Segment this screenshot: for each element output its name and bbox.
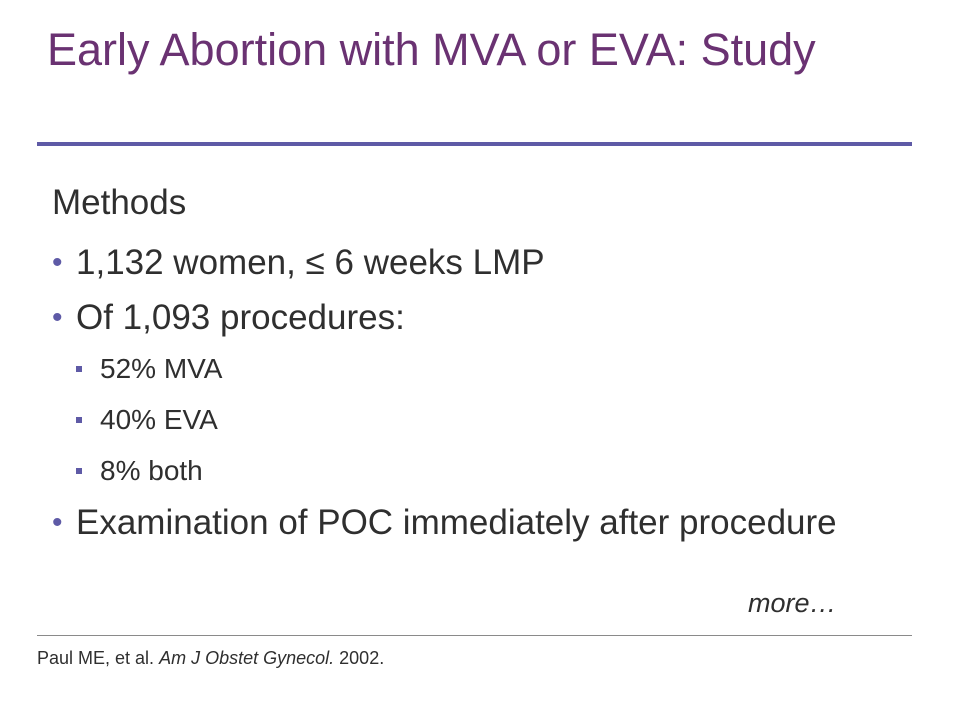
citation-year: 2002.: [339, 648, 385, 668]
sub-bullet-text: 52% MVA: [100, 353, 223, 384]
square-bullet-icon: [76, 417, 82, 423]
bullet-item: • 1,132 women, ≤ 6 weeks LMP: [52, 243, 912, 283]
bullet-text: 1,132 women, ≤ 6 weeks LMP: [76, 243, 545, 282]
bullet-icon: •: [52, 506, 63, 539]
bullet-icon: •: [52, 301, 63, 334]
square-bullet-icon: [76, 468, 82, 474]
citation-journal: Am J Obstet Gynecol.: [159, 648, 335, 668]
slide-title: Early Abortion with MVA or EVA: Study: [47, 24, 816, 75]
footer-divider: [37, 635, 912, 636]
more-indicator: more…: [748, 588, 837, 618]
slide-body: Methods • 1,132 women, ≤ 6 weeks LMP • O…: [52, 178, 912, 543]
bullet-list: • 1,132 women, ≤ 6 weeks LMP • Of 1,093 …: [52, 243, 912, 543]
sub-bullet-item: 52% MVA: [76, 352, 912, 386]
citation-authors: Paul ME, et al.: [37, 648, 155, 668]
bullet-text: Examination of POC immediately after pro…: [76, 503, 837, 542]
section-heading: Methods: [52, 183, 187, 222]
sub-bullet-list: 52% MVA 40% EVA 8% both: [76, 352, 912, 488]
bullet-item: • Examination of POC immediately after p…: [52, 503, 912, 543]
sub-bullet-text: 40% EVA: [100, 404, 218, 435]
sub-bullet-item: 40% EVA: [76, 403, 912, 437]
bullet-text: Of 1,093 procedures:: [76, 298, 405, 337]
square-bullet-icon: [76, 366, 82, 372]
sub-bullet-text: 8% both: [100, 455, 203, 486]
title-divider: [37, 142, 912, 146]
citation: Paul ME, et al. Am J Obstet Gynecol. 200…: [37, 648, 384, 669]
bullet-item: • Of 1,093 procedures: 52% MVA 40% EVA 8…: [52, 298, 912, 488]
bullet-icon: •: [52, 246, 63, 279]
sub-bullet-item: 8% both: [76, 454, 912, 488]
